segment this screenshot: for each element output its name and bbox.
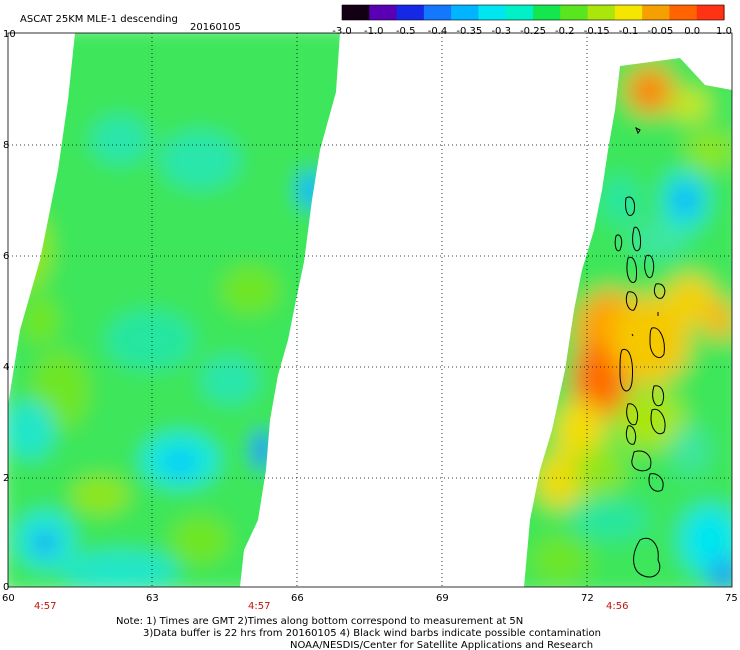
colorbar-swatch: [642, 5, 671, 20]
colorbar-swatch: [369, 5, 398, 20]
map-title: ASCAT 25KM MLE-1 descending: [20, 14, 178, 25]
colorbar-swatch: [342, 5, 370, 20]
x-axis-labels: 60 63 66 69 72 75: [2, 593, 738, 604]
pass-time-label: 4:57: [34, 601, 56, 612]
colorbar-tick-label: -0.3: [491, 26, 511, 37]
x-tick-label: 72: [581, 593, 594, 604]
y-tick-label: 8: [3, 140, 9, 151]
colorbar-swatch: [533, 5, 561, 20]
y-tick-label: 0: [3, 582, 9, 593]
colorbar-frame: [341, 4, 725, 21]
footer-credit-line: NOAA/NESDIS/Center for Satellite Applica…: [290, 640, 593, 650]
colorbar-swatch: [478, 5, 507, 20]
colorbar: -3.0 -1.0 -0.5 -0.4 -0.35 -0.3 -0.25 -0.2 -0.15-…: [332, 4, 732, 37]
colorbar-tick-label: 1.0: [716, 26, 732, 37]
colorbar-tick-label: -3.0: [332, 26, 352, 37]
footer-note-line: 3)Data buffer is 22 hrs from 20160105 4)…: [143, 628, 601, 639]
colorbar-swatch: [560, 5, 589, 20]
colorbar-tick-label: -0.35: [456, 26, 482, 37]
map-date: 20160105: [190, 22, 241, 33]
pass-times: 4:57 4:57 4:56: [34, 601, 628, 612]
y-tick-label: 4: [3, 362, 9, 373]
colorbar-tick-label: -0.15: [584, 26, 610, 37]
x-tick-label: 66: [291, 593, 304, 604]
right-swath: [524, 58, 732, 587]
pass-time-label: 4:56: [606, 601, 628, 612]
graticule: [8, 33, 732, 587]
colorbar-swatch: [505, 5, 534, 20]
y-tick-label: 10: [3, 29, 16, 40]
left-swath: [8, 33, 340, 587]
colorbar-tick-label: -0.25: [520, 26, 546, 37]
colorbar-swatch: [669, 5, 698, 20]
colorbar-swatch: [614, 5, 643, 20]
colorbar-tick-label: -0.5: [396, 26, 416, 37]
x-tick-label: 75: [725, 593, 738, 604]
colorbar-tick-label: -1.0: [364, 26, 384, 37]
colorbar-swatch: [587, 5, 616, 20]
plot-frame: [7, 32, 733, 588]
y-tick-label: 6: [3, 251, 9, 262]
footer-notes: Note: 1) Times are GMT 2)Times along bot…: [116, 616, 601, 650]
colorbar-swatch: [451, 5, 480, 20]
colorbar-swatch: [396, 5, 425, 20]
colorbar-swatch: [423, 5, 452, 20]
colorbar-swatch: [696, 5, 725, 20]
colorbar-tick-label: -0.05: [647, 26, 673, 37]
x-tick-label: 60: [2, 593, 15, 604]
colorbar-tick-label: -0.2: [555, 26, 575, 37]
colorbar-tick-label: 0.0: [684, 26, 700, 37]
y-tick-label: 2: [3, 473, 9, 484]
footer-note-line: Note: 1) Times are GMT 2)Times along bot…: [116, 616, 523, 627]
island-outlines: [614, 126, 666, 578]
colorbar-tick-label: -0.1: [619, 26, 639, 37]
y-axis-labels: 0 2 4 6 8 10: [3, 29, 16, 593]
pass-time-label: 4:57: [248, 601, 270, 612]
x-tick-label: 69: [436, 593, 449, 604]
x-tick-label: 63: [146, 593, 159, 604]
colorbar-tick-label: -0.4: [428, 26, 448, 37]
